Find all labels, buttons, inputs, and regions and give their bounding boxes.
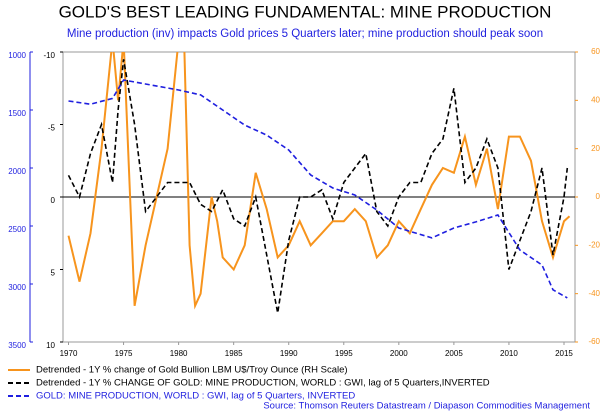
legend-label: GOLD: MINE PRODUCTION, WORLD : GWI, lag … xyxy=(36,391,355,402)
y-tick-label: 10 xyxy=(46,341,55,350)
y3-tick-label: 1500 xyxy=(8,109,26,118)
y-tick-label: 0 xyxy=(51,196,56,205)
x-tick-label: 2000 xyxy=(390,349,408,358)
y-tick-label: 5 xyxy=(51,269,56,278)
legend-label: Detrended - 1Y % CHANGE OF GOLD: MINE PR… xyxy=(36,378,490,389)
x-tick-label: 1980 xyxy=(170,349,188,358)
x-tick-label: 2010 xyxy=(500,349,518,358)
x-tick-label: 2015 xyxy=(555,349,573,358)
x-tick-label: 1995 xyxy=(335,349,353,358)
x-tick-label: 1970 xyxy=(60,349,78,358)
y2-tick-label: 20 xyxy=(591,144,600,153)
legend-label: Detrended - 1Y % change of Gold Bullion … xyxy=(36,365,348,376)
chart-title: GOLD'S BEST LEADING FUNDAMENTAL: MINE PR… xyxy=(59,2,552,21)
y2-tick-label: -60 xyxy=(588,337,600,346)
y2-tick-label: -20 xyxy=(588,240,600,249)
source: Source: Thomson Reuters Datastream / Dia… xyxy=(263,401,590,412)
y3-tick-label: 3000 xyxy=(8,283,26,292)
y2-tick-label: 60 xyxy=(591,47,600,56)
series-line xyxy=(67,59,569,314)
chart-subtitle: Mine production (inv) impacts Gold price… xyxy=(67,28,543,40)
y-tick-label: -5 xyxy=(48,124,56,133)
y3-tick-label: 1000 xyxy=(8,51,26,60)
y3-tick-label: 2500 xyxy=(8,225,26,234)
plot-area xyxy=(67,52,571,314)
y3-tick-label: 3500 xyxy=(8,341,26,350)
y2-tick-label: 40 xyxy=(591,95,600,104)
y-tick-label: -10 xyxy=(43,51,55,60)
x-tick-label: 1990 xyxy=(280,349,298,358)
series-line xyxy=(68,79,568,299)
x-tick-label: 1985 xyxy=(225,349,243,358)
series-line xyxy=(67,52,571,310)
x-tick-label: 2005 xyxy=(445,349,463,358)
y2-tick-label: 0 xyxy=(596,192,601,201)
y3-tick-label: 2000 xyxy=(8,167,26,176)
x-tick-label: 1975 xyxy=(115,349,133,358)
y2-tick-label: -40 xyxy=(588,289,600,298)
